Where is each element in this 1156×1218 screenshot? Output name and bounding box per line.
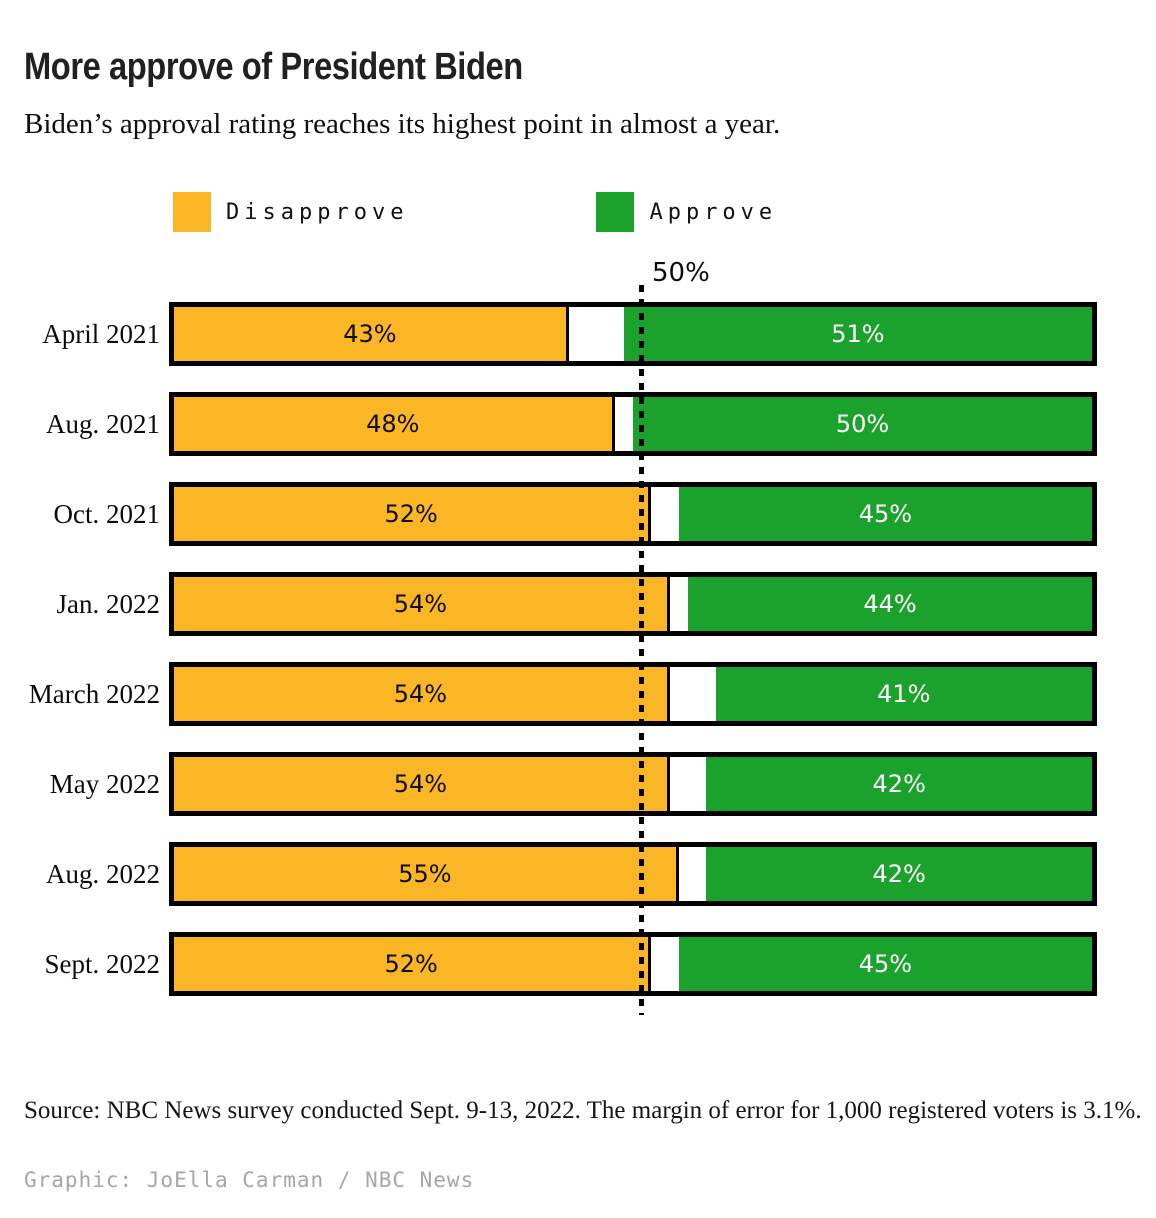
legend-label-disapprove: Disapprove <box>226 199 409 225</box>
approve-value-label: 50% <box>835 410 890 438</box>
approve-segment: 50% <box>632 397 1092 451</box>
approve-value-label: 42% <box>872 860 926 888</box>
disapprove-segment: 43% <box>174 307 569 361</box>
disapprove-value-label: 54% <box>393 680 448 708</box>
disapprove-segment: 52% <box>174 937 652 991</box>
approve-segment: 41% <box>715 667 1092 721</box>
bar-row: May 2022 54% 42% <box>24 752 1097 816</box>
bar-rows: April 2021 43% 51% Aug. 2021 48% 50% Oct… <box>24 302 1097 1022</box>
approve-swatch-icon <box>596 192 635 232</box>
gap-segment <box>651 937 679 991</box>
row-label: April 2021 <box>42 318 160 349</box>
chart-title: More approve of President Biden <box>24 46 523 88</box>
disapprove-value-label: 48% <box>366 410 420 438</box>
disapprove-segment: 54% <box>174 667 670 721</box>
bar: 54% 41% <box>169 662 1097 726</box>
row-label: Jan. 2022 <box>56 588 161 619</box>
disapprove-segment: 54% <box>174 577 670 631</box>
gap-segment <box>651 487 679 541</box>
disapprove-value-label: 54% <box>393 590 448 618</box>
approve-segment: 42% <box>706 847 1092 901</box>
bar: 52% 45% <box>169 932 1097 996</box>
bar-row: Jan. 2022 54% 44% <box>24 572 1097 636</box>
approve-value-label: 45% <box>858 500 913 528</box>
row-label: March 2022 <box>28 678 160 709</box>
fifty-percent-dotted-line <box>639 285 644 1015</box>
credit-note: Graphic: JoElla Carman / NBC News <box>24 1168 475 1192</box>
legend-label-approve: Approve <box>649 199 778 225</box>
gap-segment <box>669 577 689 631</box>
disapprove-value-label: 55% <box>398 860 452 888</box>
legend-item-disapprove: Disapprove <box>173 192 408 232</box>
bar: 54% 42% <box>169 752 1097 816</box>
disapprove-value-label: 52% <box>384 950 438 978</box>
approve-value-label: 41% <box>877 680 931 708</box>
disapprove-value-label: 52% <box>384 500 438 528</box>
row-label: Aug. 2022 <box>46 858 160 889</box>
approve-segment: 42% <box>706 757 1092 811</box>
legend: Disapprove Approve <box>173 192 777 232</box>
approve-segment: 44% <box>688 577 1092 631</box>
bar-row: Oct. 2021 52% 45% <box>24 482 1097 546</box>
approve-value-label: 45% <box>858 950 913 978</box>
approve-segment: 51% <box>623 307 1092 361</box>
disapprove-value-label: 43% <box>343 320 397 348</box>
row-label: Aug. 2021 <box>46 408 160 439</box>
disapprove-value-label: 54% <box>393 770 448 798</box>
bar: 52% 45% <box>169 482 1097 546</box>
bar-row: April 2021 43% 51% <box>24 302 1097 366</box>
gap-segment <box>669 667 716 721</box>
bar-row: Aug. 2022 55% 42% <box>24 842 1097 906</box>
source-note: Source: NBC News survey conducted Sept. … <box>24 1097 1142 1124</box>
legend-item-approve: Approve <box>596 192 777 232</box>
bar: 48% 50% <box>169 392 1097 456</box>
row-label: Sept. 2022 <box>44 948 160 979</box>
disapprove-segment: 54% <box>174 757 670 811</box>
bar: 55% 42% <box>169 842 1097 906</box>
gap-segment <box>614 397 633 451</box>
approve-segment: 45% <box>678 937 1092 991</box>
row-label: Oct. 2021 <box>53 498 160 529</box>
gap-segment <box>678 847 707 901</box>
approve-value-label: 42% <box>872 770 926 798</box>
disapprove-swatch-icon <box>173 192 211 232</box>
bar-row: March 2022 54% 41% <box>24 662 1097 726</box>
approve-segment: 45% <box>678 487 1092 541</box>
bar-row: Aug. 2021 48% 50% <box>24 392 1097 456</box>
disapprove-segment: 48% <box>174 397 615 451</box>
bar-chart: 50% April 2021 43% 51% Aug. 2021 48% 50%… <box>24 258 1134 1020</box>
disapprove-segment: 55% <box>174 847 679 901</box>
bar: 54% 44% <box>169 572 1097 636</box>
approve-value-label: 51% <box>831 320 885 348</box>
gap-segment <box>669 757 707 811</box>
row-label: May 2022 <box>49 768 160 799</box>
bar-row: Sept. 2022 52% 45% <box>24 932 1097 996</box>
bar: 43% 51% <box>169 302 1097 366</box>
disapprove-segment: 52% <box>174 487 652 541</box>
gap-segment <box>568 307 624 361</box>
fifty-percent-label: 50% <box>652 258 710 288</box>
approve-value-label: 44% <box>863 590 917 618</box>
chart-subtitle: Biden’s approval rating reaches its high… <box>24 108 781 140</box>
